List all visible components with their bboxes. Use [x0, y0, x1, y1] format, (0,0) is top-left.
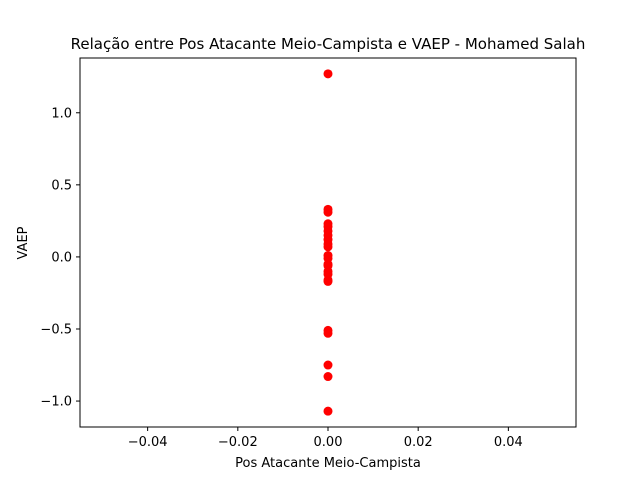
y-axis-ticks: −1.0 −0.5 0.0 0.5 1.0 [40, 106, 80, 410]
y-tick-label: 0.5 [51, 178, 72, 193]
data-point [323, 242, 333, 252]
data-point [323, 406, 333, 416]
x-tick-label: 0.04 [494, 435, 523, 450]
x-tick-label: −0.04 [128, 435, 168, 450]
y-axis-label: VAEP [16, 226, 31, 259]
chart-title: Relação entre Pos Atacante Meio-Campista… [71, 35, 586, 53]
y-tick-label: −0.5 [40, 322, 72, 337]
x-tick-label: 0.02 [404, 435, 433, 450]
x-axis-label: Pos Atacante Meio-Campista [235, 456, 421, 471]
data-point [323, 276, 333, 286]
x-tick-label: −0.02 [218, 435, 258, 450]
data-point [323, 69, 333, 79]
y-tick-label: −1.0 [40, 395, 72, 410]
x-axis-ticks: −0.04 −0.02 0.00 0.02 0.04 [128, 427, 523, 450]
y-tick-label: 0.0 [51, 250, 72, 265]
x-tick-label: 0.00 [314, 435, 343, 450]
data-point [323, 360, 333, 370]
data-point [323, 207, 333, 217]
data-points [323, 69, 333, 416]
data-point [323, 372, 333, 382]
data-point [323, 328, 333, 338]
y-tick-label: 1.0 [51, 106, 72, 121]
